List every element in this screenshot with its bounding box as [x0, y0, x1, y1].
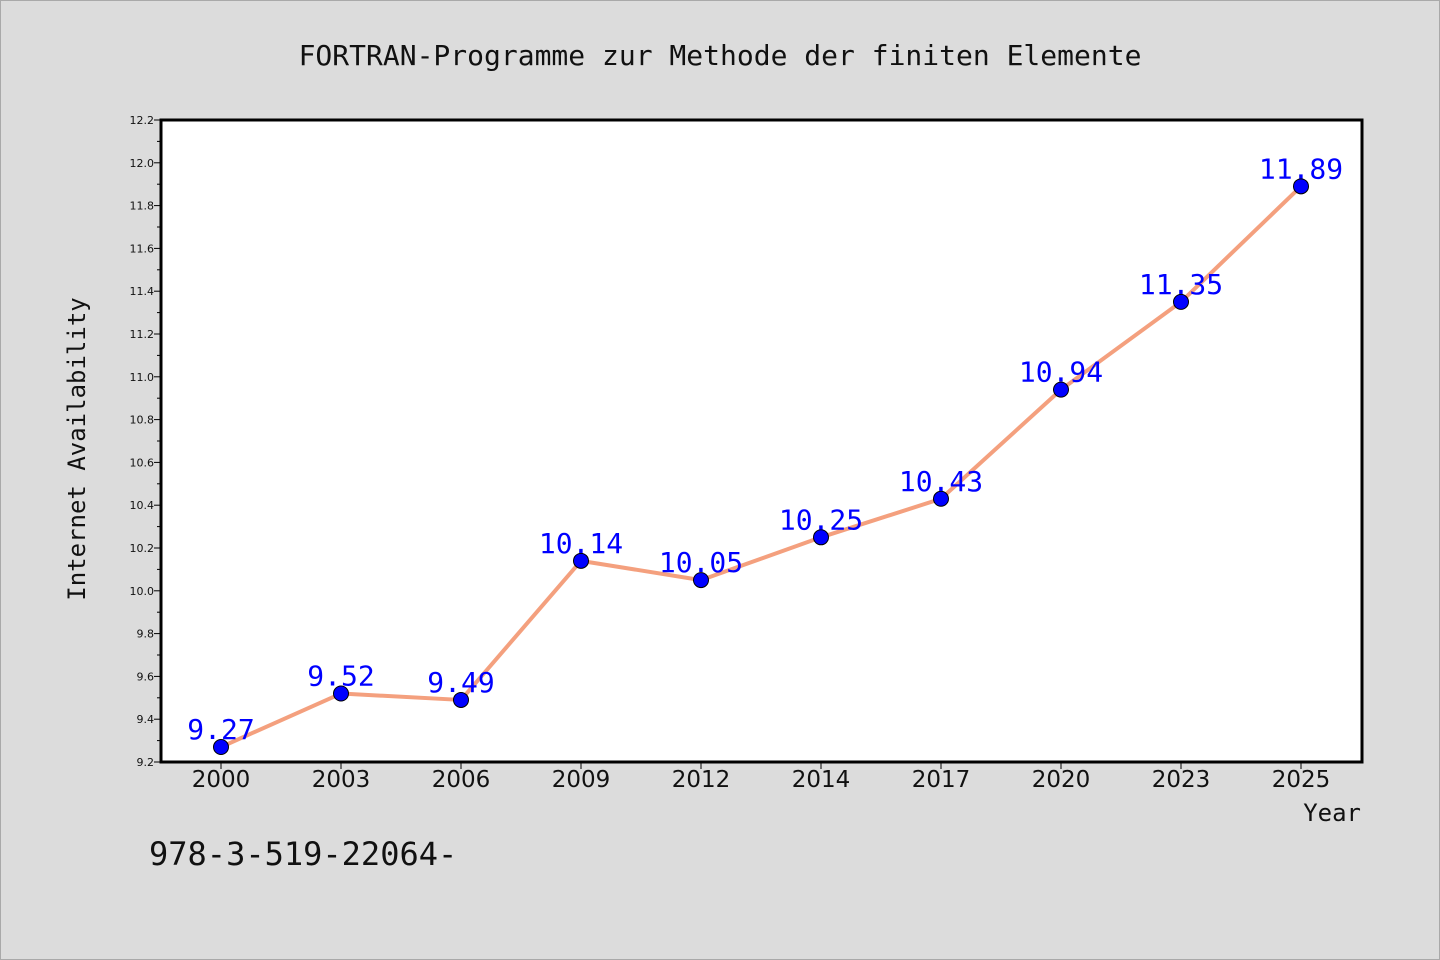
x-tick-label: 2023 [1152, 767, 1211, 793]
y-tick-label: 11.4 [130, 285, 155, 298]
data-point [453, 691, 469, 708]
y-tick-label: 12.0 [130, 157, 155, 170]
x-tick-label: 2009 [552, 767, 611, 793]
plot-area [159, 118, 1364, 764]
data-label: 11.89 [1259, 152, 1343, 185]
data-label: 11.35 [1139, 268, 1223, 301]
series-line-group [220, 184, 1303, 749]
data-point [693, 572, 709, 589]
y-tick-label: 9.8 [137, 628, 155, 641]
data-points [213, 178, 1309, 756]
data-label: 9.52 [307, 660, 374, 693]
y-tick-label: 9.4 [137, 713, 155, 726]
x-tick-label: 2000 [192, 767, 251, 793]
y-axis-label: Internet Availability [63, 297, 91, 600]
data-label: 10.14 [539, 527, 623, 560]
data-label: 10.94 [1019, 356, 1103, 389]
x-tick-label: 2017 [912, 767, 971, 793]
data-label: 9.27 [187, 713, 254, 746]
data-point [1173, 293, 1189, 310]
footer-text: 978-3-519-22064- [149, 835, 457, 873]
y-tick-label: 10.0 [130, 585, 155, 598]
data-point [933, 490, 949, 507]
x-tick-label: 2006 [432, 767, 491, 793]
x-tick-label: 2003 [312, 767, 371, 793]
data-label: 9.49 [427, 666, 494, 699]
data-label: 10.25 [779, 503, 863, 536]
y-tick-label: 11.6 [130, 242, 155, 255]
data-point [333, 685, 349, 702]
x-tick-label: 2020 [1032, 767, 1091, 793]
y-tick-label: 11.2 [130, 328, 155, 341]
chart-title: FORTRAN-Programme zur Methode der finite… [299, 39, 1142, 72]
x-tick-label: 2012 [672, 767, 731, 793]
y-tick-label: 11.0 [130, 371, 155, 384]
data-labels: 9.27 9.52 9.49 10.14 10.05 10.25 10.43 10.94 11.… [187, 152, 1343, 746]
data-point [813, 529, 829, 546]
x-tick-label: 2025 [1272, 767, 1331, 793]
y-tick-label: 10.6 [130, 456, 155, 469]
y-tick-label: 9.6 [137, 670, 155, 683]
y-axis: 9.2 9.4 9.6 9.8 10.0 10.2 10.4 10.6 10.8 11.0 11.2… [130, 114, 161, 769]
y-tick-label: 11.8 [130, 200, 155, 213]
y-tick-label: 9.2 [137, 756, 155, 769]
data-label: 10.43 [899, 465, 983, 498]
x-tick-label: 2014 [792, 767, 851, 793]
y-tick-label: 10.8 [130, 414, 155, 427]
data-point [1293, 178, 1309, 195]
x-axis-label: Year [1303, 799, 1361, 827]
data-label: 10.05 [659, 546, 743, 579]
y-tick-label: 10.2 [130, 542, 155, 555]
data-point [573, 552, 589, 569]
x-axis: 2000 2003 2006 2009 2012 2014 2017 2020 2023 2025 [192, 762, 1331, 793]
y-tick-label: 12.2 [130, 114, 155, 127]
y-tick-label: 10.4 [130, 499, 155, 512]
data-point [1053, 381, 1069, 398]
data-point [213, 739, 229, 756]
series-line [220, 184, 1303, 749]
